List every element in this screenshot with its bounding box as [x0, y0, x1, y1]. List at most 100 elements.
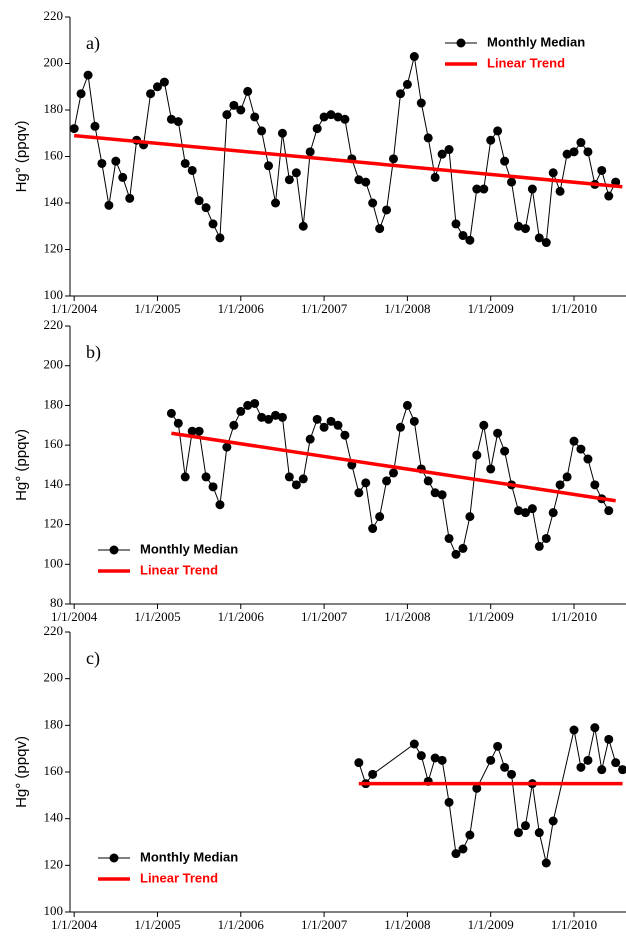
x-tick-label: 1/1/2010: [551, 301, 597, 316]
legend-marker: [109, 545, 119, 555]
data-point: [277, 412, 287, 422]
series-line: [170, 402, 610, 556]
data-point: [375, 224, 385, 234]
y-tick-label: 220: [44, 623, 64, 638]
data-point: [527, 184, 537, 194]
x-tick-label: 1/1/2009: [468, 301, 514, 316]
data-point: [513, 221, 523, 231]
data-point: [97, 158, 107, 168]
data-point: [520, 821, 530, 831]
data-point: [520, 224, 530, 234]
data-point: [201, 203, 211, 213]
data-point: [250, 398, 260, 408]
data-point: [277, 128, 287, 138]
data-point: [243, 400, 253, 410]
data-point: [402, 79, 412, 89]
data-point: [583, 147, 593, 157]
data-point: [472, 783, 482, 793]
data-point: [409, 52, 419, 62]
panel-label: a): [86, 33, 100, 54]
data-point: [291, 480, 301, 490]
data-point: [423, 476, 433, 486]
data-point: [173, 418, 183, 428]
y-tick-label: 220: [44, 8, 64, 23]
data-point: [465, 512, 475, 522]
data-point: [90, 121, 100, 131]
data-point: [493, 741, 503, 751]
data-point: [555, 480, 565, 490]
data-point: [395, 89, 405, 99]
data-point: [409, 739, 419, 749]
data-point: [118, 172, 128, 182]
data-point: [576, 762, 586, 772]
data-point: [215, 500, 225, 510]
x-tick-label: 1/1/2006: [218, 917, 265, 932]
data-point: [201, 472, 211, 482]
legend-label: Monthly Median: [487, 34, 585, 49]
data-point: [361, 177, 371, 187]
x-tick-label: 1/1/2004: [51, 301, 98, 316]
series-line: [74, 133, 623, 189]
data-point: [458, 844, 468, 854]
data-point: [125, 193, 135, 203]
data-point: [604, 734, 614, 744]
y-tick-label: 180: [44, 101, 64, 116]
data-point: [507, 769, 517, 779]
data-point: [326, 416, 336, 426]
data-point: [451, 849, 461, 859]
y-tick-label: 100: [44, 903, 64, 918]
data-point: [305, 147, 315, 157]
data-point: [576, 444, 586, 454]
data-point: [430, 753, 440, 763]
data-point: [146, 89, 156, 99]
data-point: [430, 172, 440, 182]
data-point: [354, 175, 364, 185]
data-point: [486, 755, 496, 765]
data-point: [569, 725, 579, 735]
x-tick-label: 1/1/2007: [301, 917, 348, 932]
x-tick-label: 1/1/2007: [301, 301, 348, 316]
legend-marker: [109, 853, 119, 863]
data-point: [402, 400, 412, 410]
data-point: [152, 82, 162, 92]
data-point: [513, 828, 523, 838]
data-point: [493, 428, 503, 438]
x-tick-label: 1/1/2005: [134, 609, 180, 624]
data-point: [250, 112, 260, 122]
data-point: [243, 86, 253, 96]
legend-label: Monthly Median: [140, 849, 238, 864]
data-point: [520, 508, 530, 518]
data-point: [298, 221, 308, 231]
y-tick-label: 180: [44, 716, 64, 731]
y-tick-label: 200: [44, 670, 64, 685]
data-point: [166, 408, 176, 418]
x-tick-label: 1/1/2010: [551, 917, 597, 932]
data-point: [354, 488, 364, 498]
data-point: [111, 156, 121, 166]
data-point: [264, 414, 274, 424]
legend-marker: [456, 38, 466, 48]
y-tick-label: 100: [44, 287, 64, 302]
data-point: [541, 533, 551, 543]
data-point: [576, 138, 586, 148]
data-point: [562, 472, 572, 482]
data-point: [271, 198, 281, 208]
series-line: [358, 727, 623, 864]
x-tick-label: 1/1/2009: [468, 917, 514, 932]
data-point: [340, 430, 350, 440]
legend-label: Monthly Median: [140, 541, 238, 556]
data-point: [458, 231, 468, 241]
data-point: [361, 478, 371, 488]
data-point: [527, 504, 537, 514]
y-tick-label: 140: [44, 476, 64, 491]
y-tick-label: 200: [44, 54, 64, 69]
data-point: [597, 765, 607, 775]
data-point: [479, 184, 489, 194]
data-point: [312, 414, 322, 424]
data-point: [500, 446, 510, 456]
data-point: [472, 450, 482, 460]
data-point: [180, 158, 190, 168]
data-point: [541, 238, 551, 248]
data-point: [569, 436, 579, 446]
